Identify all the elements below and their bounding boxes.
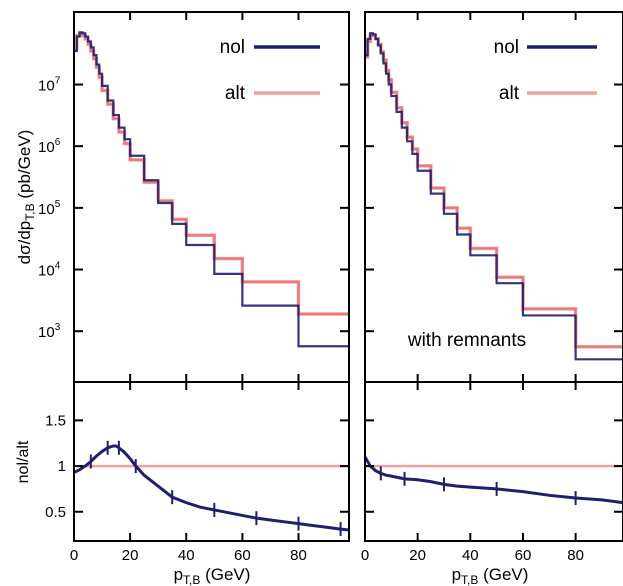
y-tick-label-1e3: 103 (38, 322, 61, 341)
y-tick-label-1e5: 105 (38, 199, 61, 218)
x-tick-label: 60 (515, 547, 532, 564)
y-tick-labels-bottom: 0.5 1 1.5 (45, 412, 66, 520)
ratio-curve (74, 444, 349, 532)
ratio-y-tick-label: 0.5 (45, 504, 66, 521)
series-alt-line (365, 33, 623, 349)
ratio-y-tick-label: 1.5 (45, 412, 66, 429)
right-top-ticks (364, 12, 623, 382)
legend-right: nol alt (494, 37, 597, 104)
y-axis-label-top: dσ/dpT,B (pb/GeV) (15, 130, 37, 265)
panel-right-top (364, 11, 623, 383)
x-axis-label-right: pT,B (GeV) (452, 565, 529, 586)
y-tick-labels-top: 103 104 105 106 107 (38, 76, 61, 342)
y-tick-label-1e6: 106 (38, 137, 61, 156)
x-tick-label: 20 (409, 547, 426, 564)
left-top-frame (73, 11, 350, 383)
right-ratio-series (365, 449, 623, 506)
legend-left: nol alt (220, 37, 320, 104)
x-axis-label-left: pT,B (GeV) (174, 565, 251, 586)
series-alt-overlay (365, 34, 623, 348)
panel-left-bottom (73, 381, 350, 542)
legend-left-alt-label: alt (225, 83, 246, 104)
x-tick-label: 40 (178, 547, 195, 564)
series-nol-line (365, 32, 623, 361)
legend-right-alt-label: alt (499, 83, 520, 104)
left-top-ticks (73, 12, 349, 382)
x-tick-label: 80 (290, 547, 307, 564)
x-tick-label: 0 (361, 547, 369, 564)
panel-left-top (73, 11, 350, 383)
panel-right-bottom (364, 381, 623, 542)
legend-left-nol-label: nol (220, 37, 245, 58)
x-tick-label: 20 (122, 547, 139, 564)
y-tick-label-1e4: 104 (38, 261, 61, 280)
left-ratio-ticks (73, 382, 349, 541)
x-tick-label: 0 (70, 547, 78, 564)
panel-annotation: with remnants (407, 330, 526, 351)
left-ratio-series (74, 440, 349, 537)
ratio-y-tick-label: 1 (58, 458, 66, 475)
y-tick-label-1e7: 107 (38, 76, 61, 95)
x-tick-label: 40 (462, 547, 479, 564)
x-tick-labels: 0 20 40 60 80 0 20 40 60 80 (70, 547, 584, 564)
left-ratio-frame (73, 381, 350, 542)
right-ratio-ticks (364, 382, 623, 541)
right-ratio-frame (364, 381, 623, 542)
left-top-series (74, 31, 349, 348)
series-nol-line (74, 31, 349, 348)
x-tick-label: 80 (567, 547, 584, 564)
legend-right-nol-label: nol (494, 37, 519, 58)
x-tick-label: 60 (234, 547, 251, 564)
right-top-frame (364, 11, 623, 383)
y-axis-label-bottom: nol/alt (15, 440, 32, 483)
right-top-series (365, 32, 623, 361)
